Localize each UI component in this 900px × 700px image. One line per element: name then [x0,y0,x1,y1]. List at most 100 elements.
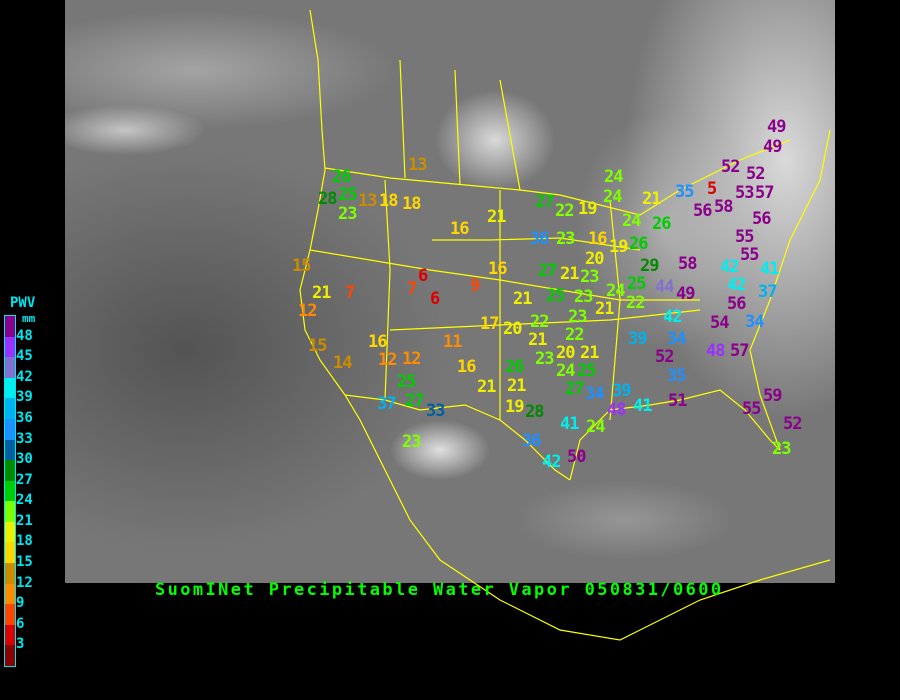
station-pwv-value: 24 [556,361,576,381]
station-pwv-value: 34 [585,384,605,404]
station-pwv-value: 26 [505,357,525,377]
legend-bin [5,604,15,625]
station-pwv-value: 24 [604,167,624,187]
station-pwv-value: 37 [377,394,397,414]
station-pwv-value: 48 [706,341,726,361]
station-pwv-value: 21 [487,207,507,227]
state-line [384,179,391,401]
station-pwv-value: 26 [629,234,649,254]
station-pwv-value: 35 [675,182,695,202]
station-pwv-value: 21 [580,343,600,363]
station-pwv-value: 22 [555,201,575,221]
station-pwv-value: 11 [443,332,463,352]
station-pwv-value: 42 [663,307,683,327]
legend-bin [5,521,15,543]
station-pwv-value: 9 [470,276,480,296]
station-pwv-value: 12 [402,349,422,369]
station-pwv-value: 51 [668,391,688,411]
station-pwv-value: 27 [565,379,585,399]
station-pwv-value: 6 [418,266,428,286]
station-pwv-value: 56 [727,294,747,314]
station-pwv-value: 55 [740,245,760,265]
legend-bin [5,418,15,440]
us-mexico-border [344,394,571,481]
satellite-image [65,0,835,583]
legend-tick-label: 45 [16,348,33,365]
station-pwv-value: 52 [721,157,741,177]
legend-bin [5,583,15,605]
station-pwv-value: 58 [678,254,698,274]
station-pwv-value: 6 [430,289,440,309]
station-pwv-value: 25 [627,274,647,294]
legend-bin [5,439,15,461]
station-pwv-value: 34 [745,312,765,332]
station-pwv-value: 52 [783,414,803,434]
station-pwv-value: 22 [565,325,585,345]
canada-province-line [499,79,521,191]
station-pwv-value: 23 [338,204,358,224]
legend-bin [5,316,15,337]
station-pwv-value: 7 [345,283,355,303]
station-pwv-value: 53 [735,183,755,203]
legend-tick-label: 27 [16,471,33,488]
legend-tick-label: 39 [16,389,33,406]
station-pwv-value: 36 [522,431,542,451]
station-pwv-value: 21 [642,189,662,209]
station-pwv-value: 5 [707,179,717,199]
station-pwv-value: 19 [505,397,525,417]
station-pwv-value: 23 [556,229,576,249]
state-line [389,309,701,331]
station-pwv-value: 42 [720,257,740,277]
station-pwv-value: 57 [755,183,775,203]
station-pwv-value: 19 [578,199,598,219]
station-pwv-value: 24 [586,417,606,437]
legend-tick-label: 6 [16,615,25,632]
station-pwv-value: 7 [407,279,417,299]
station-pwv-value: 15 [292,256,312,276]
station-pwv-value: 21 [560,264,580,284]
station-pwv-value: 56 [693,201,713,221]
station-pwv-value: 21 [312,283,332,303]
station-pwv-value: 25 [397,372,417,392]
station-pwv-value: 22 [626,293,646,313]
legend-bin [5,357,15,378]
color-legend [4,315,16,667]
station-pwv-value: 22 [530,312,550,332]
legend-bin [5,377,15,399]
canada-province-line [454,69,461,186]
station-pwv-value: 37 [758,282,778,302]
state-line [609,199,621,421]
station-pwv-value: 27 [538,261,558,281]
station-pwv-value: 49 [763,137,783,157]
station-pwv-value: 26 [652,214,672,234]
station-pwv-value: 16 [450,219,470,239]
station-pwv-value: 23 [772,439,792,459]
station-pwv-value: 20 [585,249,605,269]
station-pwv-value: 21 [513,289,533,309]
station-pwv-value: 39 [628,329,648,349]
station-pwv-value: 23 [574,287,594,307]
station-pwv-value: 17 [480,314,500,334]
station-pwv-value: 21 [477,377,497,397]
station-pwv-value: 24 [603,187,623,207]
station-pwv-value: 28 [525,402,545,422]
station-pwv-value: 41 [560,414,580,434]
legend-tick-label: 48 [16,327,33,344]
station-pwv-value: 39 [612,381,632,401]
legend-tick-label: 15 [16,554,33,571]
station-pwv-value: 59 [763,386,783,406]
station-pwv-value: 25 [546,286,566,306]
legend-bin [5,336,15,358]
station-pwv-value: 14 [333,353,353,373]
station-pwv-value: 36 [530,229,550,249]
station-pwv-value: 55 [735,227,755,247]
station-pwv-value: 50 [567,447,587,467]
station-pwv-value: 25 [577,361,597,381]
station-pwv-value: 15 [308,336,328,356]
gulf-coast [569,129,831,481]
station-pwv-value: 52 [655,347,675,367]
station-pwv-value: 20 [503,319,523,339]
station-pwv-value: 44 [655,277,675,297]
station-pwv-value: 27 [405,391,425,411]
